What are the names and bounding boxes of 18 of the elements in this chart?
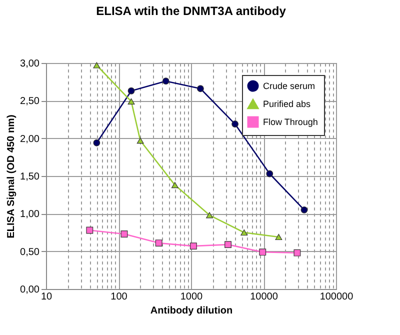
legend-label: Crude serum — [263, 81, 316, 91]
x-tick-label: 10 — [40, 292, 52, 302]
y-tick-label: 2,00 — [20, 134, 40, 145]
legend-label: Flow Through — [263, 117, 318, 127]
x-tick-label: 1000 — [180, 292, 204, 302]
legend-label: Purified abs — [263, 99, 312, 109]
x-axis-title: Antibody dilution — [150, 306, 233, 316]
x-tick-label: 100000 — [320, 292, 354, 302]
x-tick-label: 100 — [110, 292, 128, 302]
x-tick-label: 10000 — [250, 292, 278, 302]
y-tick-label: 1,00 — [20, 209, 40, 220]
y-tick-label: 0,00 — [20, 284, 40, 296]
y-tick-label: 2,50 — [20, 96, 40, 108]
y-tick-label: 3,00 — [20, 58, 40, 70]
y-tick-label: 1,50 — [20, 172, 40, 182]
chart-title: ELISA wtih the DNMT3A antibody — [96, 4, 286, 18]
y-tick-label: 0,50 — [20, 246, 40, 258]
y-axis-title: ELISA Signal (OD 450 nm) — [6, 114, 18, 238]
